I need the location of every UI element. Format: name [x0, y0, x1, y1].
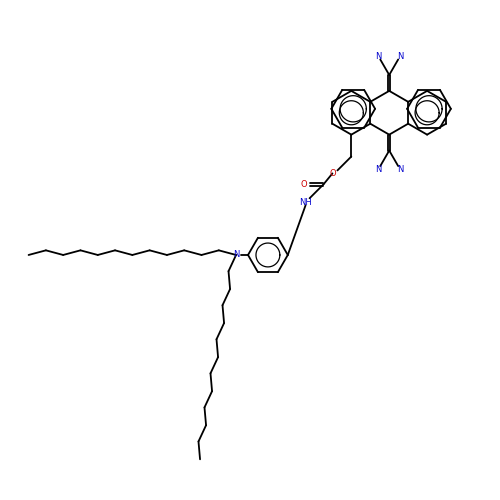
Text: O: O	[300, 180, 307, 189]
Text: N: N	[375, 165, 382, 174]
Text: N: N	[375, 52, 382, 60]
Text: N: N	[397, 52, 404, 60]
Text: O: O	[329, 169, 336, 178]
Text: N: N	[397, 165, 404, 174]
Text: NH: NH	[299, 198, 312, 207]
Text: N: N	[233, 250, 239, 260]
